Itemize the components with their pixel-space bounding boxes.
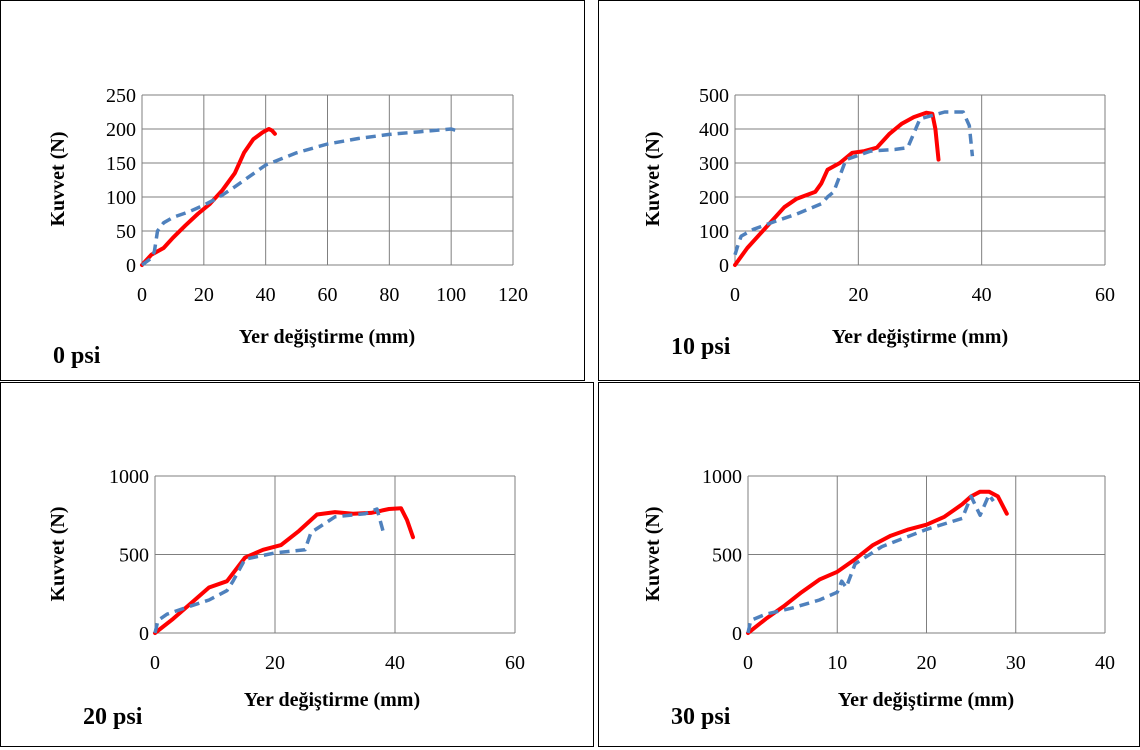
chart-10-psi: 0 100 200 300 400 500 0 20 40 60 Yer değiştirme (m…: [642, 85, 1115, 360]
chart-panel-0-psi: 0 50 100 150 200 250 0 20 40 60 80 100 120 Yer değişt…: [0, 0, 585, 381]
panel-label: 20 psi: [83, 704, 143, 730]
chart-panel-10-psi: 0 100 200 300 400 500 0 20 40 60 Yer değiştirme (m…: [598, 0, 1140, 381]
series-line-dashed-blue: [153, 507, 385, 634]
series-line-solid-red: [746, 489, 1009, 635]
series-line-solid-red: [153, 506, 415, 635]
y-axis-title: Kuvvet (N): [642, 507, 664, 602]
y-tick-label: 50: [116, 221, 136, 243]
y-tick-label: 400: [699, 119, 729, 141]
series-line-dashed-blue: [140, 127, 461, 267]
y-axis-title: Kuvvet (N): [47, 132, 69, 227]
y-tick-label: 1000: [109, 466, 149, 488]
x-tick-label: 0: [150, 652, 160, 674]
chart-panel-30-psi: 0 500 1000 0 10 20 30 40 Yer değiştirme (mm) Kuvv…: [598, 382, 1140, 747]
x-tick-label: 20: [917, 652, 937, 674]
y-tick-label: 0: [139, 623, 149, 645]
panel-label: 10 psi: [671, 334, 731, 360]
x-tick-label: 60: [318, 284, 338, 306]
y-tick-label: 0: [732, 623, 742, 645]
x-tick-label: 120: [498, 284, 528, 306]
x-tick-label: 80: [379, 284, 399, 306]
x-tick-label: 100: [436, 284, 466, 306]
x-tick-label: 60: [1095, 284, 1115, 306]
y-tick-label: 250: [106, 85, 136, 107]
y-axis-title: Kuvvet (N): [47, 507, 69, 602]
y-tick-label: 200: [106, 119, 136, 141]
y-tick-label: 500: [119, 545, 149, 567]
series-line-dashed-blue: [746, 493, 995, 634]
y-tick-label: 0: [126, 255, 136, 277]
y-tick-label: 200: [699, 187, 729, 209]
x-tick-label: 20: [848, 284, 868, 306]
y-axis-title: Kuvvet (N): [642, 132, 664, 227]
x-tick-label: 0: [730, 284, 740, 306]
panel-label: 0 psi: [53, 343, 101, 369]
x-tick-label: 60: [505, 652, 525, 674]
series-line-solid-red: [140, 127, 277, 267]
x-tick-label: 40: [972, 284, 992, 306]
x-tick-label: 40: [385, 652, 405, 674]
x-axis-title: Yer değiştirme (mm): [244, 689, 420, 711]
x-tick-label: 40: [1095, 652, 1115, 674]
y-tick-label: 500: [712, 545, 742, 567]
y-tick-label: 100: [106, 187, 136, 209]
x-tick-label: 20: [265, 652, 285, 674]
panel-label: 30 psi: [671, 704, 731, 730]
x-tick-label: 40: [256, 284, 276, 306]
y-tick-label: 150: [106, 153, 136, 175]
x-axis-title: Yer değiştirme (mm): [838, 689, 1014, 711]
chart-30-psi: 0 500 1000 0 10 20 30 40 Yer değiştirme (mm) Kuvv…: [642, 466, 1115, 730]
series-line-dashed-blue: [733, 110, 975, 256]
y-tick-label: 1000: [702, 466, 742, 488]
y-tick-label: 0: [719, 255, 729, 277]
x-tick-label: 0: [137, 284, 147, 306]
series-line-solid-red: [733, 110, 941, 267]
chart-panel-20-psi: 0 500 1000 0 20 40 60 Yer değiştirme (mm) Kuvvet…: [0, 382, 594, 747]
x-tick-label: 30: [1006, 652, 1026, 674]
chart-0-psi: 0 50 100 150 200 250 0 20 40 60 80 100 120 Yer değişt…: [47, 85, 528, 369]
chart-20-psi: 0 500 1000 0 20 40 60 Yer değiştirme (mm) Kuvvet…: [47, 466, 525, 730]
x-axis-title: Yer değiştirme (mm): [832, 326, 1008, 348]
x-tick-label: 0: [743, 652, 753, 674]
y-tick-label: 100: [699, 221, 729, 243]
x-tick-label: 20: [194, 284, 214, 306]
x-tick-label: 10: [827, 652, 847, 674]
y-tick-label: 300: [699, 153, 729, 175]
x-axis-title: Yer değiştirme (mm): [239, 326, 415, 348]
y-tick-label: 500: [699, 85, 729, 107]
